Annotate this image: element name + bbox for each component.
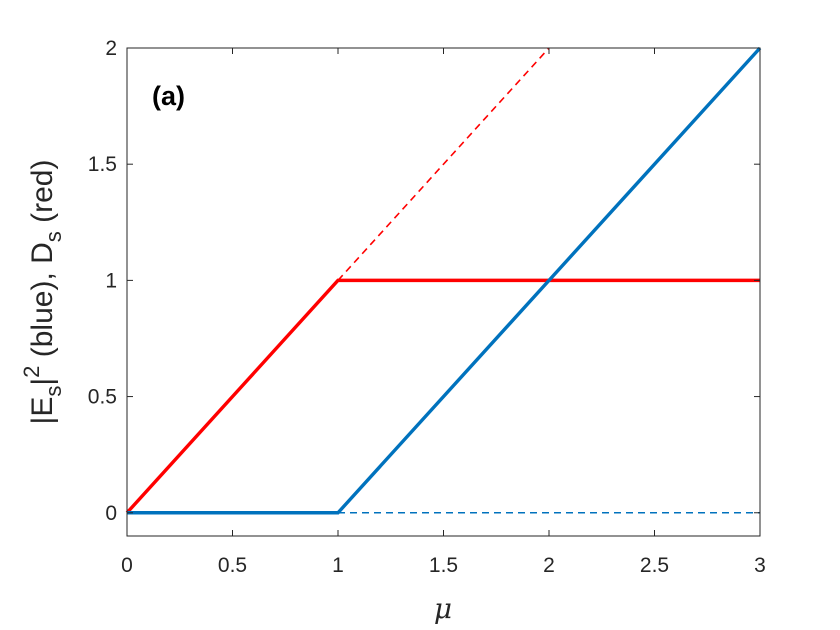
- y-label-sup: 2: [19, 366, 44, 378]
- y-label-part3: (blue), D: [26, 242, 59, 365]
- y-tick-label: 0: [105, 502, 117, 525]
- y-label-part2: |: [26, 378, 59, 386]
- series-layer: [125, 46, 762, 515]
- y-label-part1: |E: [26, 397, 59, 425]
- y-tick-label: 2: [105, 37, 117, 60]
- x-tick-label: 2: [543, 554, 555, 577]
- y-label-sub1: s: [41, 386, 66, 397]
- y-label-part4: (red): [26, 160, 59, 232]
- x-tick-label: 0: [121, 554, 133, 577]
- y-tick-labels: 0 0.5 1 1.5 2: [88, 37, 117, 525]
- series-line-3: [127, 46, 762, 515]
- y-tick-label: 1: [105, 269, 117, 292]
- series-line-2: [125, 278, 760, 514]
- x-tick-label: 2.5: [640, 554, 669, 577]
- x-tick-labels: 0 0.5 1 1.5 2 2.5 3: [121, 554, 766, 577]
- x-tick-label: 1: [332, 554, 344, 577]
- series-line-0: [337, 47, 550, 281]
- x-axis-label: μ: [434, 592, 452, 625]
- y-tick-label: 0.5: [88, 386, 117, 409]
- y-tick-label: 1.5: [88, 153, 117, 176]
- x-tick-label: 3: [754, 554, 766, 577]
- plot-area: [127, 48, 760, 536]
- ticks-layer: [126, 47, 761, 536]
- x-tick-label: 0.5: [218, 554, 247, 577]
- x-tick-label: 1.5: [429, 554, 458, 577]
- y-axis-label: |Es|2 (blue), Ds (red): [19, 160, 66, 425]
- panel-label: (a): [152, 81, 185, 111]
- y-label-sub2: s: [41, 231, 66, 242]
